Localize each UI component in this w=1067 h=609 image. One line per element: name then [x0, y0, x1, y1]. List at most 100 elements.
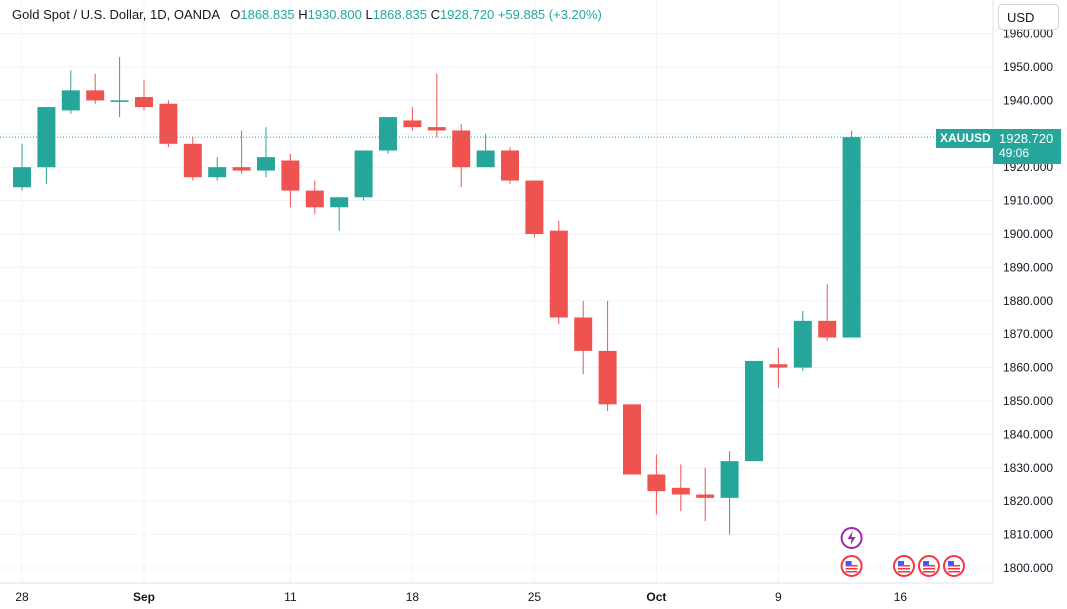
candle — [842, 130, 861, 338]
candle-body — [671, 487, 690, 495]
candle-body — [476, 150, 495, 168]
events-layer — [840, 527, 965, 577]
candle-body — [183, 143, 202, 178]
price-tick-label: 1900.000 — [1003, 227, 1053, 241]
change-value: +59.885 (+3.20%) — [497, 7, 602, 22]
lightning-event-icon — [840, 527, 863, 549]
candle — [281, 153, 300, 208]
currency-button[interactable]: USD — [998, 4, 1059, 30]
time-axis: 28 Sep 11 18 25 Oct 9 16 — [15, 590, 907, 604]
last-price-label: 1928.720 49:06 — [993, 129, 1061, 164]
close-value: 1928.720 — [439, 7, 495, 22]
price-tick-label: 1810.000 — [1003, 528, 1053, 542]
symbol-title: Gold Spot / U.S. Dollar, 1D, OANDA — [12, 7, 220, 22]
us-flag-event-icon — [943, 555, 965, 577]
candle — [305, 180, 324, 214]
candle-body — [769, 364, 788, 368]
price-tick-label: 1870.000 — [1003, 327, 1053, 341]
open-value: 1868.835 — [240, 7, 295, 22]
low-label: L — [365, 7, 373, 22]
candle-body — [354, 150, 373, 198]
candle — [110, 56, 129, 118]
candle-body — [305, 190, 324, 208]
price-tick-label: 1910.000 — [1003, 194, 1053, 208]
candle — [696, 467, 715, 522]
high-value: 1930.800 — [307, 7, 362, 22]
candle-body — [37, 107, 56, 168]
price-tick-label: 1940.000 — [1003, 93, 1053, 107]
candle-body — [720, 461, 739, 498]
candle — [623, 404, 641, 475]
price-tick-label: 1820.000 — [1003, 494, 1053, 508]
candle — [793, 310, 812, 371]
candle-body — [110, 100, 129, 102]
candle — [379, 117, 397, 154]
candle-body — [61, 90, 80, 111]
candle — [598, 300, 617, 412]
candle — [574, 300, 593, 375]
candle — [208, 157, 227, 181]
candle-body — [13, 167, 31, 188]
candle — [745, 360, 763, 462]
candle-body — [281, 160, 300, 191]
bar-countdown: 49:06 — [999, 146, 1030, 160]
candle-body — [403, 120, 422, 128]
candle — [818, 284, 837, 341]
price-tick-label: 1890.000 — [1003, 260, 1053, 274]
candle — [37, 107, 56, 184]
time-tick-label: Oct — [646, 590, 666, 604]
candle-body — [549, 230, 568, 318]
candle-body — [793, 320, 812, 368]
candle-body — [427, 127, 446, 131]
us-flag-event-icon — [840, 555, 863, 577]
candle-body — [330, 197, 349, 208]
candle — [159, 100, 178, 148]
price-tick-label: 1800.000 — [1003, 561, 1053, 575]
candle — [354, 150, 373, 201]
candle — [501, 147, 519, 184]
candle — [549, 220, 568, 325]
candle-body — [745, 360, 763, 462]
candle — [330, 197, 349, 231]
candle-body — [159, 103, 178, 144]
price-tick-label: 1830.000 — [1003, 461, 1053, 475]
last-price-value: 1928.720 — [999, 131, 1054, 146]
close-label: C — [430, 7, 440, 22]
time-tick-label: Sep — [133, 590, 155, 604]
candles-layer — [13, 56, 861, 535]
candle-body — [135, 97, 153, 108]
candle-body — [501, 150, 519, 181]
time-tick-label: 28 — [15, 590, 29, 604]
open-label: O — [230, 7, 241, 22]
candle — [476, 133, 495, 168]
symbol-legend[interactable]: Gold Spot / U.S. Dollar, 1D, OANDA O1868… — [12, 7, 602, 22]
candle-body — [818, 320, 837, 338]
time-tick-label: 25 — [528, 590, 542, 604]
low-value: 1868.835 — [372, 7, 427, 22]
price-tick-label: 1860.000 — [1003, 361, 1053, 375]
candle-body — [232, 167, 251, 171]
candle-body — [525, 180, 544, 234]
price-tick-label: 1850.000 — [1003, 394, 1053, 408]
candle-body — [379, 117, 397, 151]
candle — [257, 127, 275, 178]
candle-body — [574, 317, 593, 351]
candle-body — [208, 167, 227, 178]
candle-body — [623, 404, 641, 475]
candle-body — [647, 474, 666, 492]
candle — [720, 451, 739, 535]
candle — [135, 80, 153, 111]
price-axis: 1800.000 1810.000 1820.000 1830.000 1840.000… — [1003, 27, 1053, 575]
candle — [769, 347, 788, 388]
candle — [452, 123, 471, 188]
us-flag-event-icon — [893, 555, 915, 577]
candle — [61, 70, 80, 114]
price-tick-label: 1960.000 — [1003, 27, 1053, 41]
us-flag-event-icon — [918, 555, 940, 577]
time-tick-label: 11 — [284, 590, 297, 604]
high-label: H — [298, 7, 308, 22]
candle — [671, 464, 690, 512]
candle-body — [696, 494, 715, 498]
candle-body — [257, 157, 275, 171]
